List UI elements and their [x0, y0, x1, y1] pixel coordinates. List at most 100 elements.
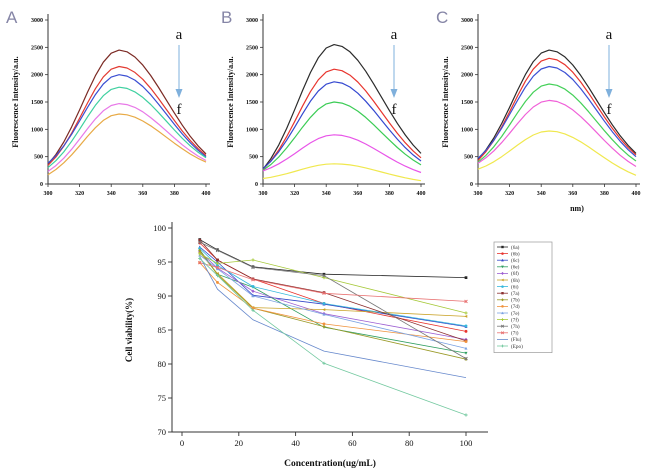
panel-label-b: B [221, 8, 233, 27]
fluorescence-chart-a: 0 500 1000 1500 2000 2500 3000 300 320 340 360 380 4… [11, 14, 211, 197]
svg-text:80: 80 [405, 438, 414, 448]
svg-text:300: 300 [259, 191, 268, 197]
svg-text:500: 500 [464, 155, 473, 161]
series-(Epo) [198, 257, 468, 417]
annotation-a-to-f: a f [598, 28, 620, 118]
curve-d [262, 101, 422, 171]
annotation-bottom-label: f [176, 102, 182, 118]
svg-text:1500: 1500 [31, 100, 43, 106]
annotation-top-label: a [390, 27, 398, 43]
svg-text:(7b): (7b) [511, 297, 520, 304]
legend-entry-(6h): (6h) [497, 277, 520, 284]
svg-text:300: 300 [44, 191, 53, 197]
svg-text:340: 340 [322, 191, 331, 197]
svg-text:360: 360 [353, 191, 362, 197]
svg-text:(7e): (7e) [511, 310, 520, 317]
svg-text:320: 320 [290, 191, 299, 197]
series-(6b) [198, 241, 468, 333]
svg-text:(7i): (7i) [511, 330, 519, 337]
series-(7i) [197, 260, 468, 304]
panel-label-a: A [6, 8, 18, 27]
svg-text:2000: 2000 [31, 73, 43, 79]
svg-text:(6c): (6c) [511, 257, 520, 264]
down-arrow-icon [390, 45, 398, 98]
svg-text:1500: 1500 [461, 100, 473, 106]
svg-text:70: 70 [158, 427, 167, 437]
curve-f [477, 130, 637, 176]
series-(7h) [197, 240, 468, 361]
svg-text:320: 320 [505, 191, 514, 197]
legend-entry-(7i): (7i) [497, 330, 519, 337]
legend-entry-(6b): (6b) [497, 250, 520, 257]
annotation-a-to-f: a f [168, 28, 190, 118]
svg-text:400: 400 [417, 191, 426, 197]
svg-text:1000: 1000 [31, 127, 43, 133]
annotation-top-label: a [175, 27, 183, 43]
svg-text:(7a): (7a) [511, 290, 520, 297]
svg-text:380: 380 [385, 191, 394, 197]
svg-text:0: 0 [180, 438, 184, 448]
legend-entry-(Flu): (Flu) [497, 336, 522, 343]
axes [260, 14, 425, 187]
legend-entry-(7a): (7a) [497, 290, 520, 297]
svg-text:(6e): (6e) [511, 264, 520, 271]
curves [47, 49, 207, 176]
legend-entry-(Epo): (Epo) [497, 343, 523, 350]
axes [168, 222, 488, 436]
fluorescence-panel-c: C 0 500 1000 1500 2000 2500 3000 300 320 340 360 38… [430, 0, 648, 218]
svg-text:500: 500 [249, 155, 258, 161]
panel-label-c: C [436, 8, 449, 27]
fluorescence-chart-b: 0 500 1000 1500 2000 2500 3000 300 320 340 360 380 4… [226, 14, 426, 197]
curves [477, 49, 637, 176]
svg-text:(6a): (6a) [511, 244, 520, 251]
svg-text:85: 85 [158, 325, 167, 335]
svg-text:40: 40 [291, 438, 300, 448]
y-axis-label: Fluorescence Intensity/a.u. [441, 56, 450, 147]
svg-text:90: 90 [158, 291, 167, 301]
svg-text:320: 320 [75, 191, 84, 197]
svg-text:100: 100 [153, 223, 166, 233]
legend-entry-(7h): (7h) [497, 323, 520, 330]
curve-f [47, 113, 207, 176]
curve-b [47, 65, 207, 166]
legend-entry-(7d): (7d) [497, 303, 520, 310]
series-lines [197, 238, 468, 417]
svg-text:1000: 1000 [246, 127, 258, 133]
x-axis-label: Concentration(ug/mL) [284, 458, 376, 469]
svg-text:75: 75 [158, 393, 167, 403]
legend-entry-(7b): (7b) [497, 297, 520, 304]
axes [475, 14, 640, 187]
svg-text:360: 360 [138, 191, 147, 197]
fluorescence-panel-b: B 0 500 1000 1500 2000 2500 3000 300 320 340 360 38… [215, 0, 433, 218]
y-axis-label: Fluorescence Intensity/a.u. [226, 56, 235, 147]
tick-labels: 70 75 80 85 90 95 100 0 20 40 60 80 100 [153, 223, 472, 448]
x-axis-label: nm) [570, 204, 584, 213]
svg-text:(6h): (6h) [511, 277, 520, 284]
curve-d [477, 83, 637, 163]
annotation-a-to-f: a f [383, 28, 405, 118]
curve-b [477, 57, 637, 161]
curves [262, 44, 422, 182]
series-(7e) [198, 253, 468, 350]
svg-text:100: 100 [460, 438, 473, 448]
legend-entry-(6e): (6e) [497, 264, 520, 271]
svg-text:500: 500 [34, 155, 43, 161]
svg-text:95: 95 [158, 257, 167, 267]
svg-text:3000: 3000 [461, 18, 473, 24]
svg-text:2500: 2500 [461, 45, 473, 51]
svg-text:(6i): (6i) [511, 283, 519, 290]
tick-labels: 0 500 1000 1500 2000 2500 3000 300 320 340 360 380 4… [461, 18, 641, 197]
curve-e [262, 134, 422, 174]
svg-text:2500: 2500 [31, 45, 43, 51]
svg-text:0: 0 [255, 182, 258, 188]
legend-entry-(7e): (7e) [497, 310, 520, 317]
tick-labels: 0 500 1000 1500 2000 2500 3000 300 320 340 360 380 4… [246, 18, 426, 197]
svg-text:340: 340 [107, 191, 116, 197]
svg-text:3000: 3000 [246, 18, 258, 24]
svg-text:0: 0 [470, 182, 473, 188]
annotation-top-label: a [605, 27, 613, 43]
curve-d [47, 86, 207, 169]
curve-c [477, 65, 637, 159]
svg-text:360: 360 [568, 191, 577, 197]
